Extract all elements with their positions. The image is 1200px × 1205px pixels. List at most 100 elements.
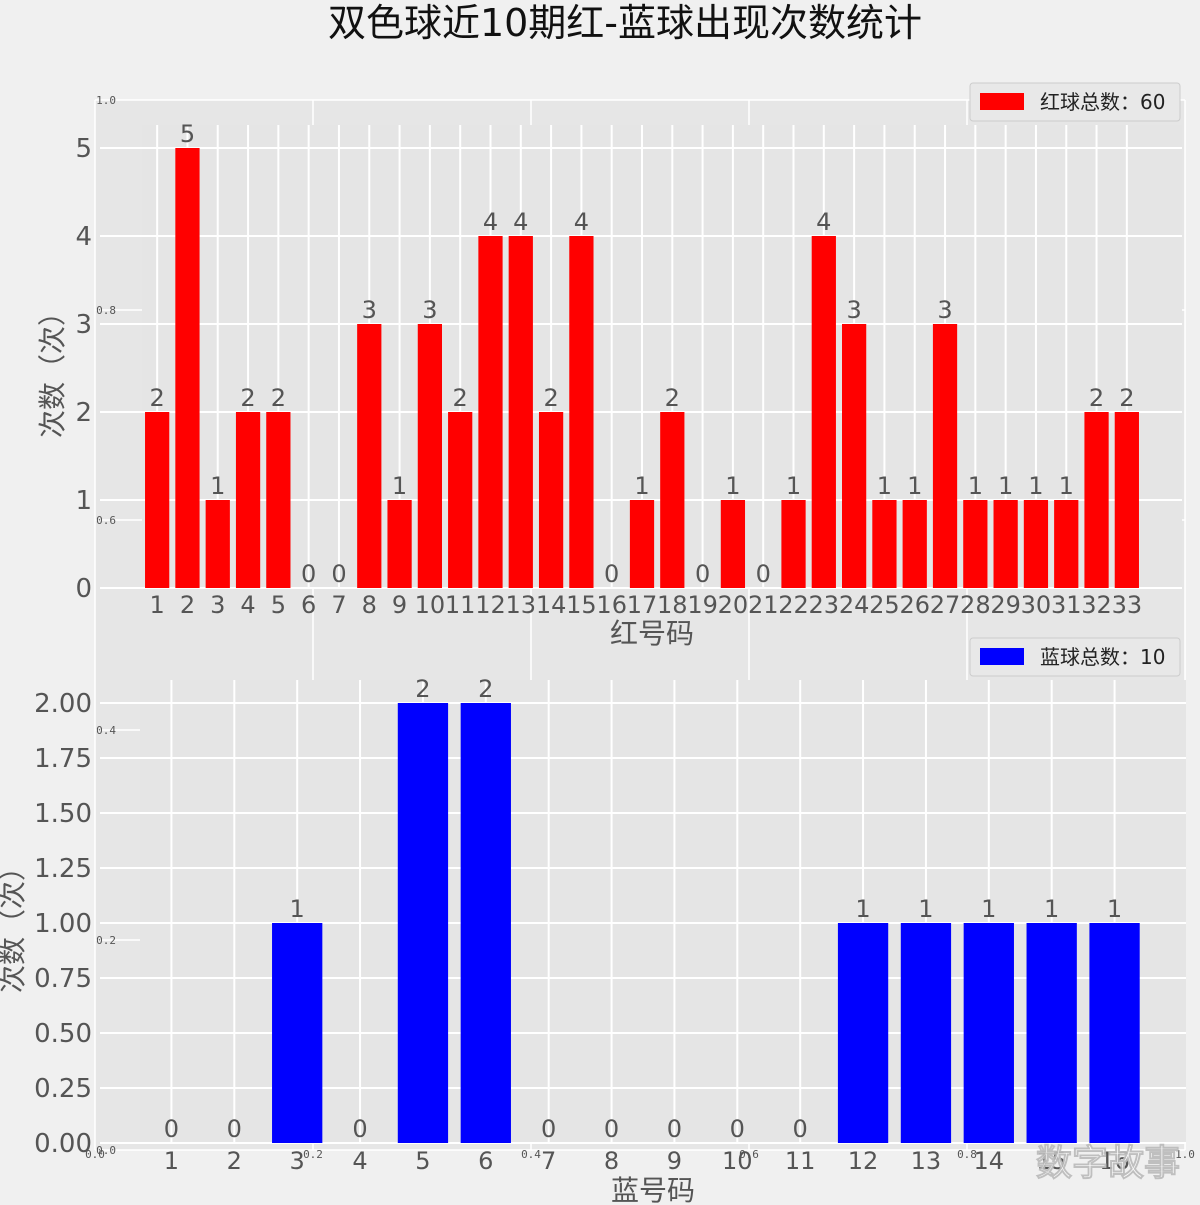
x-tick-label-25: 25 [869, 591, 900, 619]
x-tick-label-12: 12 [475, 591, 506, 619]
value-label-31: 1 [1059, 472, 1074, 500]
value-label-29: 1 [998, 472, 1013, 500]
x-tick-label-5: 5 [415, 1147, 430, 1175]
bar-30 [1023, 500, 1049, 588]
bar-9 [387, 500, 412, 588]
value-label-12: 1 [855, 895, 870, 923]
x-tick-label-1: 1 [164, 1147, 179, 1175]
bar-13 [508, 236, 533, 588]
background-y-tick-label: 0.6 [96, 514, 116, 527]
watermark: 数字故事 [1036, 1143, 1180, 1184]
x-tick-label-5: 5 [271, 591, 286, 619]
x-tick-label-4: 4 [240, 591, 255, 619]
bar-23 [811, 236, 836, 588]
y-tick-label: 1.25 [34, 854, 92, 884]
y-tick-label: 1 [75, 486, 92, 516]
value-label-1: 2 [150, 384, 165, 412]
value-label-14: 2 [543, 384, 558, 412]
x-tick-label-6: 6 [478, 1147, 493, 1175]
value-label-18: 2 [665, 384, 680, 412]
y-tick-label: 5 [75, 134, 92, 164]
value-label-20: 1 [725, 472, 740, 500]
bar-5 [266, 412, 291, 588]
value-label-4: 2 [240, 384, 255, 412]
y-tick-label: 2.00 [34, 689, 92, 719]
bar-2 [175, 148, 200, 588]
y-tick-label: 2 [75, 398, 92, 428]
x-tick-label-11: 11 [785, 1147, 816, 1175]
x-tick-label-28: 28 [960, 591, 991, 619]
bar-12 [837, 923, 889, 1143]
bar-14 [538, 412, 564, 588]
background-y-tick-label: 0.4 [96, 724, 116, 737]
bar-29 [993, 500, 1018, 588]
x-tick-label-23: 23 [809, 591, 840, 619]
value-label-10: 0 [730, 1115, 745, 1143]
bar-22 [781, 500, 806, 588]
bar-10 [417, 324, 442, 588]
x-tick-label-4: 4 [352, 1147, 367, 1175]
background-x-tick-label: 0.8 [957, 1148, 977, 1161]
chart-title: 双色球近10期红-蓝球出现次数统计 [328, 1, 922, 45]
x-tick-label-22: 22 [778, 591, 809, 619]
value-label-5: 2 [415, 675, 430, 703]
value-label-13: 1 [918, 895, 933, 923]
bar-3 [205, 500, 230, 588]
bar-15 [569, 236, 594, 588]
value-label-22: 1 [786, 472, 801, 500]
value-label-12: 4 [483, 208, 498, 236]
bar-26 [902, 500, 927, 588]
value-label-4: 0 [352, 1115, 367, 1143]
legend-swatch [980, 648, 1024, 665]
bar-11 [448, 412, 473, 588]
value-label-26: 1 [907, 472, 922, 500]
bar-24 [842, 324, 867, 588]
value-label-3: 1 [210, 472, 225, 500]
x-tick-label-3: 3 [290, 1147, 305, 1175]
x-tick-label-13: 13 [911, 1147, 942, 1175]
x-tick-label-19: 19 [687, 591, 718, 619]
bar-33 [1114, 412, 1139, 588]
value-label-9: 0 [667, 1115, 682, 1143]
x-tick-label-17: 17 [627, 591, 658, 619]
value-label-8: 3 [362, 296, 377, 324]
x-tick-label-27: 27 [930, 591, 961, 619]
x-tick-label-2: 2 [180, 591, 195, 619]
value-label-8: 0 [604, 1115, 619, 1143]
x-tick-label-9: 9 [392, 591, 407, 619]
value-label-1: 0 [164, 1115, 179, 1143]
bar-12 [478, 236, 503, 588]
x-tick-label-33: 33 [1112, 591, 1143, 619]
x-tick-label-15: 15 [1036, 1147, 1067, 1175]
value-label-5: 2 [271, 384, 286, 412]
y-tick-label: 0 [75, 574, 92, 604]
x-tick-label-31: 31 [1051, 591, 1082, 619]
y-tick-label: 1.50 [34, 799, 92, 829]
x-tick-label-2: 2 [227, 1147, 242, 1175]
value-label-3: 1 [290, 895, 305, 923]
bar-14 [963, 923, 1014, 1143]
value-label-25: 1 [877, 472, 892, 500]
y-tick-label: 0.00 [34, 1129, 92, 1159]
x-tick-label-29: 29 [990, 591, 1021, 619]
background-x-tick-label: 0.0 [85, 1148, 105, 1161]
value-label-2: 5 [180, 120, 195, 148]
x-axis-label: 蓝号码 [611, 1174, 695, 1205]
legend-box [969, 637, 1181, 677]
x-tick-label-8: 8 [362, 591, 377, 619]
x-tick-label-24: 24 [839, 591, 870, 619]
bar-4 [235, 412, 261, 588]
bar-32 [1084, 412, 1109, 588]
x-tick-label-8: 8 [604, 1147, 619, 1175]
bar-13 [900, 923, 952, 1143]
x-tick-label-26: 26 [899, 591, 930, 619]
value-label-11: 2 [453, 384, 468, 412]
x-tick-label-14: 14 [536, 591, 567, 619]
value-label-33: 2 [1119, 384, 1134, 412]
x-tick-label-14: 14 [974, 1147, 1005, 1175]
background-x-tick-label: 0.2 [303, 1148, 323, 1161]
x-tick-label-30: 30 [1021, 591, 1052, 619]
bar-17 [629, 500, 655, 588]
x-tick-label-7: 7 [331, 591, 346, 619]
